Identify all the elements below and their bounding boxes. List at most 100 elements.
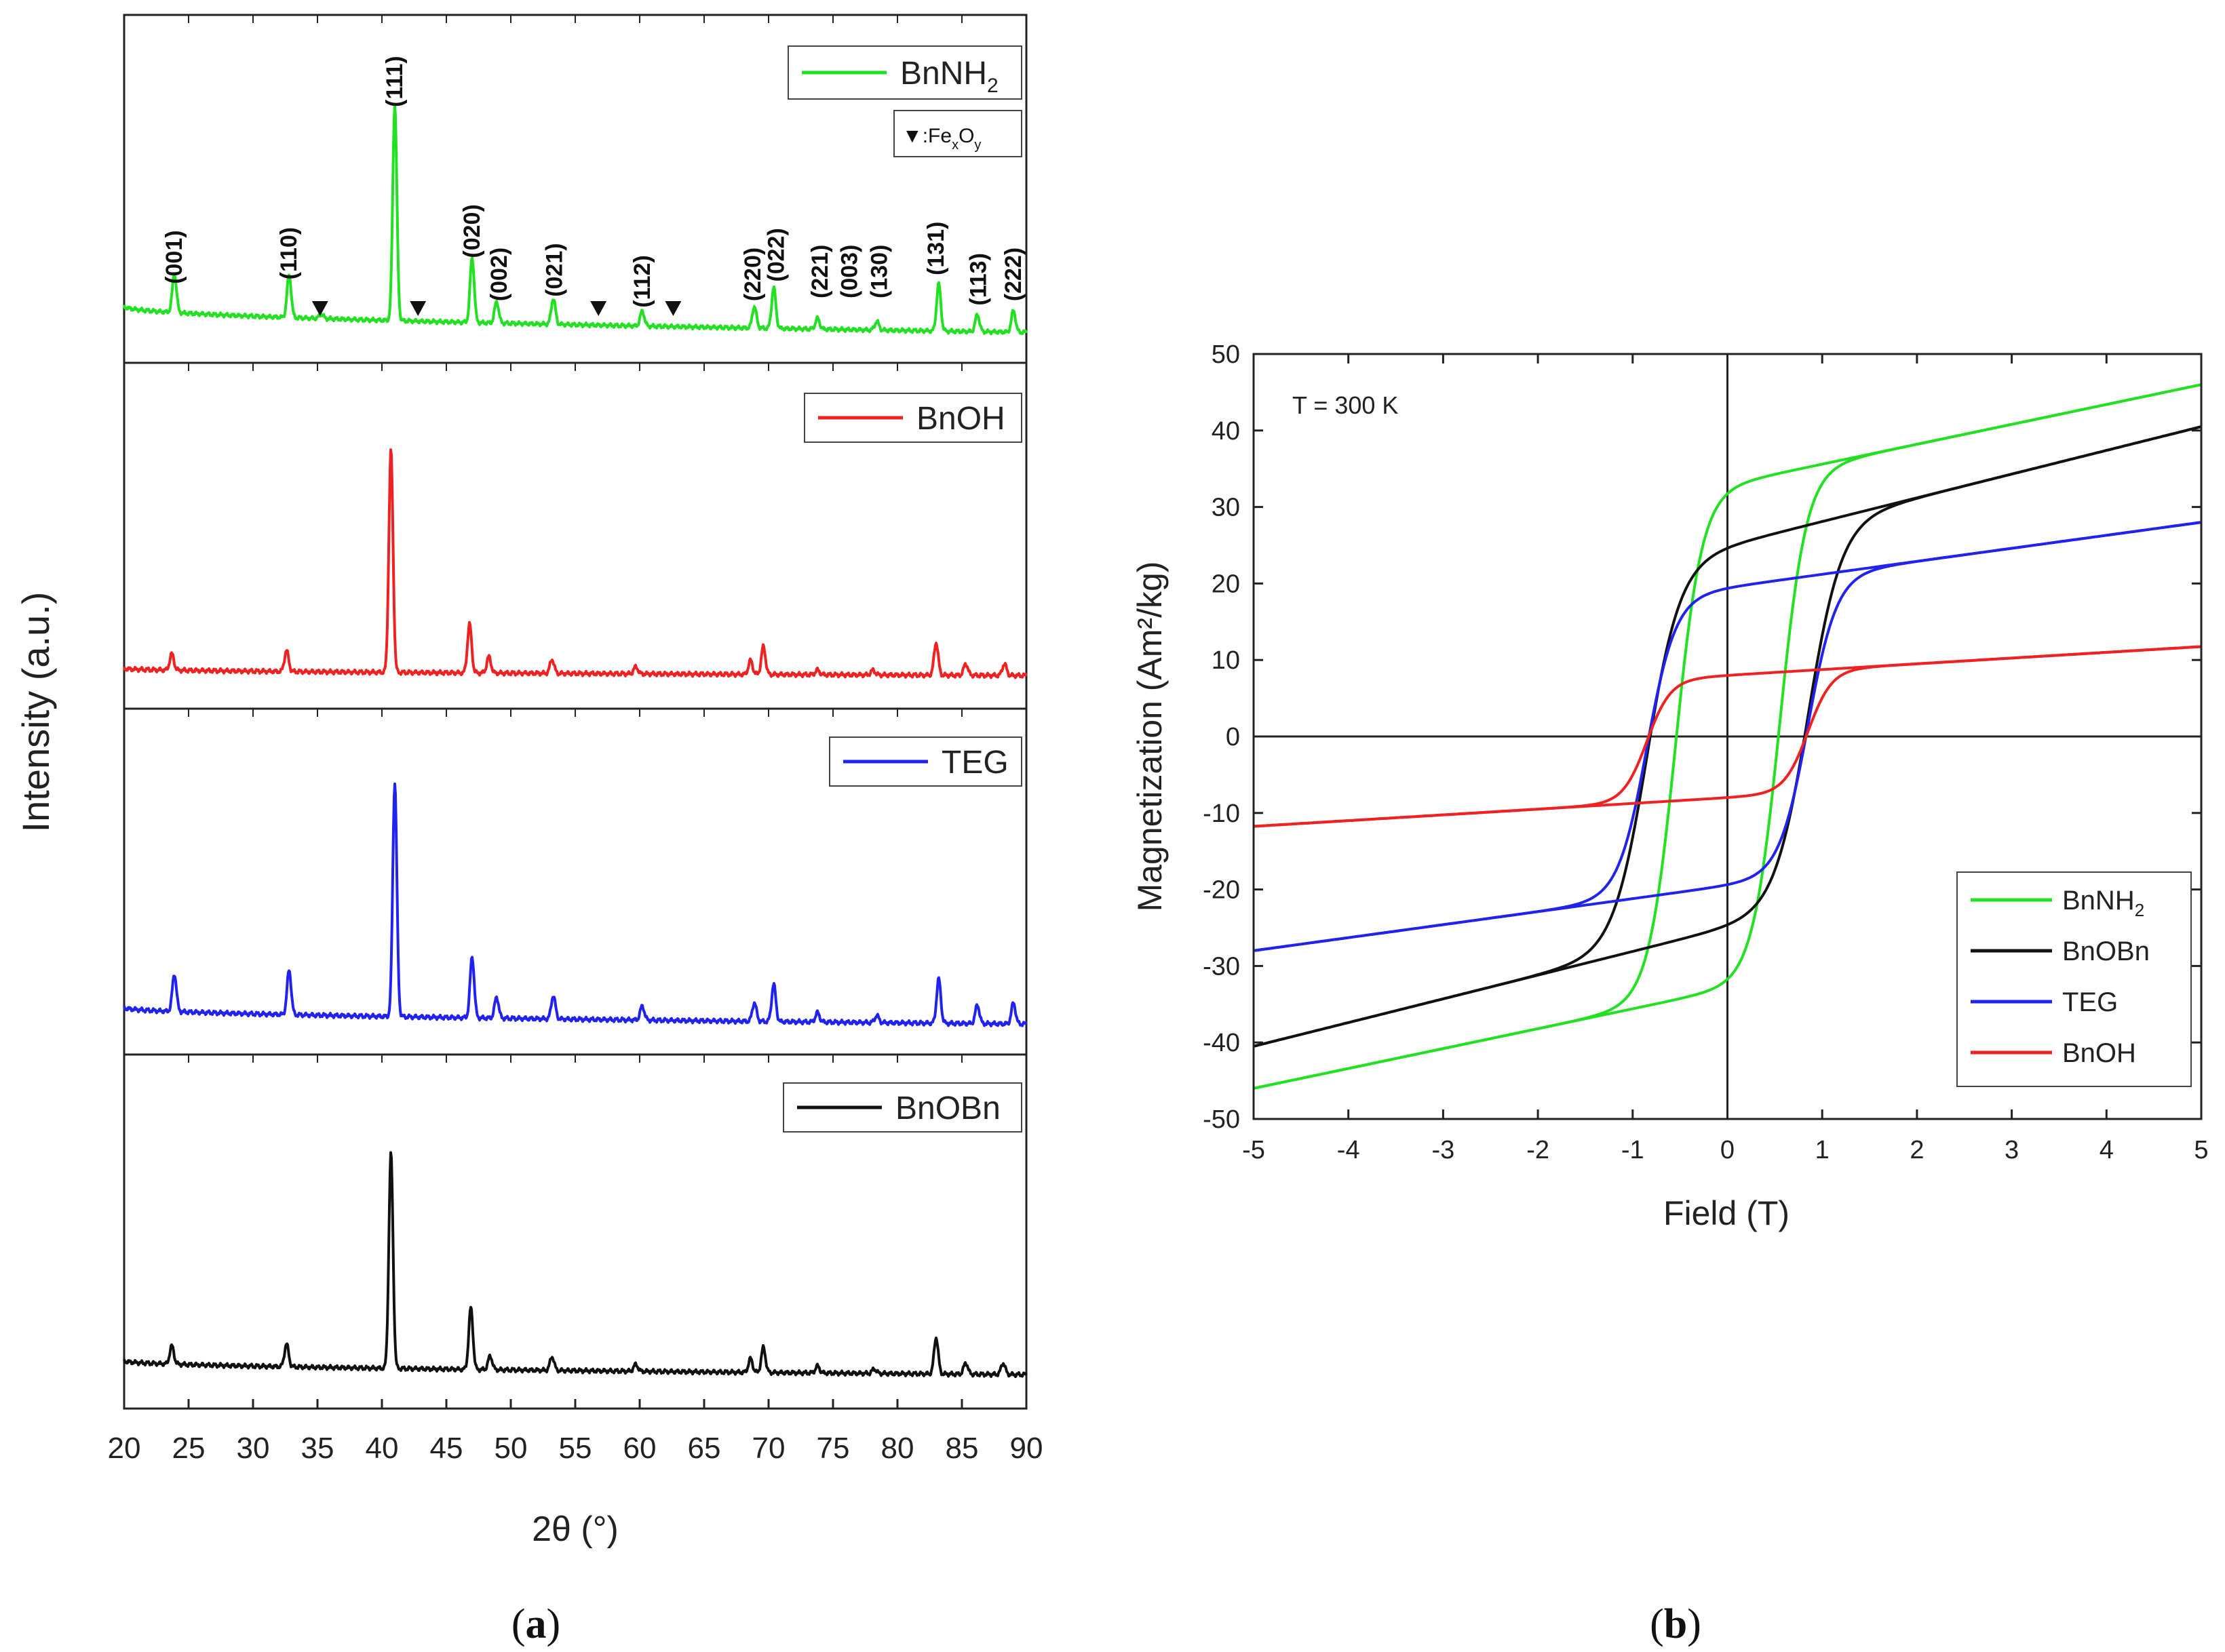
hkl-label: (221) [807,245,833,298]
fexoy-marker [665,301,682,316]
xrd-legend-bnobn: BnOBn [783,1082,1022,1133]
xrd-x-tick-label: 30 [237,1432,270,1465]
hysteresis-y-tick-label: 30 [1212,494,1240,522]
xrd-legend-label: BnOBn [895,1090,1001,1126]
caption-b: (b) [1650,1601,1701,1647]
hysteresis-x-tick-label: -2 [1526,1136,1549,1164]
hysteresis-y-tick-label: 10 [1212,646,1240,675]
hkl-label: (110) [276,227,302,280]
hkl-label: (131) [923,222,949,275]
hkl-label: (003) [837,245,863,298]
xrd-pattern-bnoh [123,448,1028,680]
xrd-x-tick-label: 90 [1010,1432,1043,1465]
xrd-legend-box [783,1082,1022,1133]
hysteresis-y-tick-label: 40 [1212,417,1240,446]
hysteresis-x-tick-label: -4 [1337,1136,1360,1164]
xrd-x-tick-label: 65 [688,1432,721,1465]
xrd-x-tick-label: 70 [752,1432,786,1465]
xrd-x-tick-label: 40 [366,1432,399,1465]
hysteresis-branch-descending-bnnh2 [1254,383,2201,1090]
hysteresis-x-axis-label: Field (T) [1663,1194,1789,1232]
hkl-label: (222) [1001,248,1026,301]
hysteresis-legend-label: BnOH [2062,1038,2136,1068]
hkl-label: (001) [161,230,187,283]
hysteresis-plot-frame [1252,353,2203,1120]
hkl-label: (112) [630,255,655,308]
hysteresis-x-tick-label: -3 [1432,1136,1455,1164]
hysteresis-branch-descending-bnobn [1254,425,2201,1048]
hysteresis-x-tick-label: 1 [1815,1136,1830,1164]
xrd-patterns [123,104,1028,1379]
temperature-annotation: T = 300 K [1292,391,1398,419]
xrd-legends: BnNH2 BnOH TEG BnOBn [783,45,1022,1133]
hysteresis-x-tick-label: -5 [1242,1136,1265,1164]
hysteresis-x-tick-label: 3 [2005,1136,2019,1164]
xrd-x-tick-label: 35 [301,1432,334,1465]
hysteresis-x-tick-label: 0 [1720,1136,1735,1164]
hysteresis-y-axis-label: Magnetization (Am²/kg) [1131,562,1169,912]
hkl-label: (021) [542,243,568,296]
xrd-x-tick-label: 45 [430,1432,463,1465]
hysteresis-y-tick-label: 20 [1212,570,1240,598]
fexoy-marker [410,301,427,316]
xrd-pattern-bnnh2 [123,104,1028,336]
xrd-pattern-teg [123,782,1028,1027]
xrd-legend-bnnh2: BnNH2 [788,45,1022,100]
hysteresis-y-tick-label: -40 [1203,1029,1240,1057]
hysteresis-panel: -5 -4 -3 -2 -1 0 1 2 3 4 5-50-40-30-20-10010203040… [1131,340,2209,1232]
xrd-y-axis-label: Intensity (a.u.) [14,592,57,833]
xrd-panel: 20 25 30 35 40 45 50 55 60 65 70 75 80 85 90 (001) (110… [14,14,1043,1549]
xrd-x-tick-label: 25 [172,1432,206,1465]
xrd-legend-bnoh: BnOH [804,393,1022,443]
caption-a: (a) [511,1601,560,1647]
hysteresis-legend-label: BnOBn [2062,937,2150,966]
hysteresis-legend-label: TEG [2062,987,2118,1017]
hkl-label: (220) [740,248,766,301]
hysteresis-branch-descending-teg [1254,521,2201,952]
fexoy-legend-text: ▼:FexOy [902,125,981,153]
caption-b-letter: b [1664,1601,1687,1647]
hysteresis-y-tick-label: -30 [1203,952,1240,981]
hysteresis-branch-descending-bnoh [1254,645,2201,828]
fexoy-markers [311,301,682,316]
hkl-label: (020) [459,204,485,258]
xrd-legend-label: BnOH [916,401,1005,437]
hysteresis-x-tick-label: 4 [2100,1136,2114,1164]
xrd-x-ticks: 20 25 30 35 40 45 50 55 60 65 70 75 80 85 90 [108,15,1043,1465]
xrd-x-tick-label: 60 [623,1432,657,1465]
hysteresis-axes: -5 -4 -3 -2 -1 0 1 2 3 4 5-50-40-30-20-10010203040… [1203,340,2208,1164]
xrd-legend-label: BnNH2 [900,56,999,97]
hysteresis-y-tick-label: -20 [1203,876,1240,905]
caption-a-letter: a [526,1601,547,1647]
hysteresis-legend-box [1956,871,2192,1087]
xrd-legend-label: TEG [942,745,1009,781]
hkl-label: (113) [966,253,992,306]
hkl-label: (111) [382,56,408,107]
hysteresis-y-tick-label: 0 [1226,723,1240,751]
xrd-x-axis-label: 2θ (°) [532,1510,619,1549]
hysteresis-loops [1254,383,2201,1090]
hysteresis-x-tick-label: -1 [1621,1136,1644,1164]
xrd-x-tick-label: 50 [495,1432,528,1465]
hkl-label: (130) [866,245,892,298]
hysteresis-x-tick-label: 2 [1910,1136,1924,1164]
xrd-pattern-bnobn [123,1151,1028,1379]
hysteresis-y-tick-label: -10 [1203,800,1240,828]
hysteresis-y-tick-label: 50 [1212,340,1240,369]
hysteresis-x-tick-label: 5 [2194,1136,2208,1164]
hysteresis-y-tick-label: -50 [1203,1105,1240,1134]
hysteresis-legend-label: BnNH2 [2062,886,2144,920]
xrd-x-tick-label: 75 [817,1432,850,1465]
xrd-legend-teg: TEG [829,736,1022,787]
fexoy-marker [311,301,328,316]
hysteresis-legend: BnNH2 BnOBn TEG BnOH [1956,871,2192,1087]
fexoy-marker [590,301,607,316]
xrd-x-tick-label: 20 [108,1432,141,1465]
fexoy-legend-box [893,110,1022,157]
hkl-label: (022) [763,228,789,281]
xrd-x-tick-label: 85 [946,1432,979,1465]
xrd-x-tick-label: 55 [559,1432,592,1465]
xrd-x-tick-label: 80 [881,1432,914,1465]
hkl-label: (002) [486,248,512,301]
